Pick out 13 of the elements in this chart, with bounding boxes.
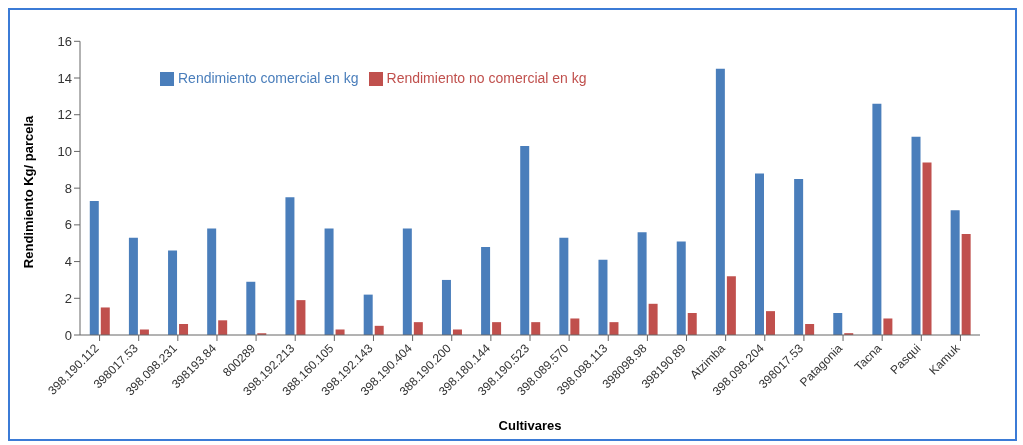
y-tick-label: 2 — [64, 290, 72, 306]
x-axis-title: Cultivares — [498, 418, 562, 433]
y-tick-label: 0 — [64, 327, 72, 343]
y-tick-label: 14 — [57, 70, 72, 86]
y-tick-label: 8 — [64, 180, 72, 196]
y-tick-label: 16 — [57, 33, 72, 49]
y-tick-label: 4 — [64, 254, 72, 270]
legend-label: Rendimiento no comercial en kg — [386, 70, 587, 86]
y-tick-label: 12 — [57, 107, 72, 123]
y-axis-title: Rendimiento Kg/ parcela — [20, 114, 36, 269]
legend-label: Rendimiento comercial en kg — [178, 70, 359, 86]
y-tick-label: 6 — [64, 217, 72, 233]
y-tick-label: 10 — [57, 144, 72, 160]
